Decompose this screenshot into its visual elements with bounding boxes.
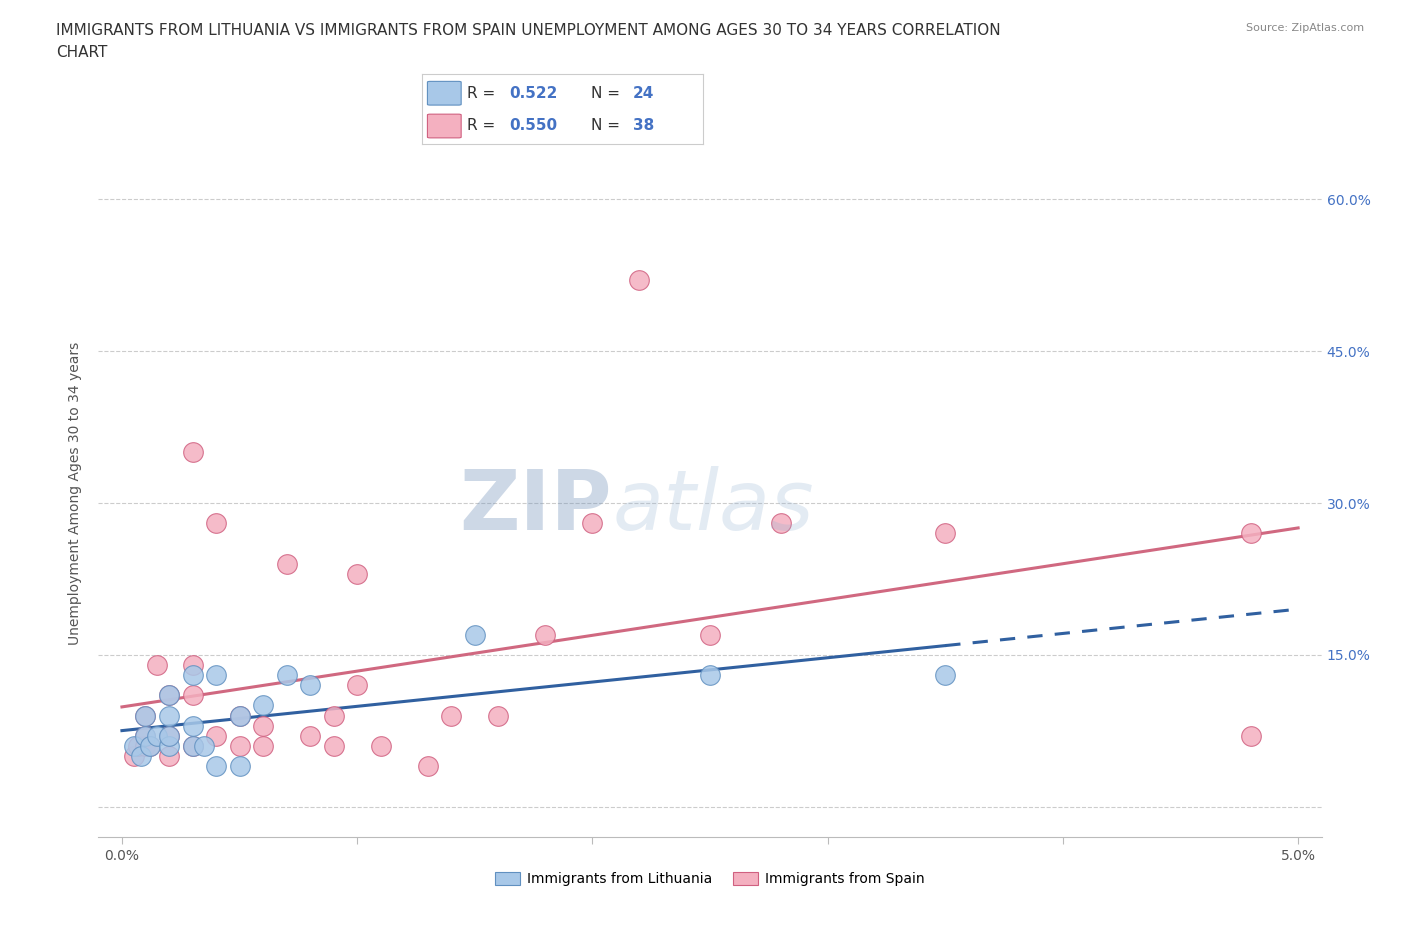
- Point: [299, 678, 322, 693]
- Point: [276, 556, 298, 571]
- Point: [699, 627, 721, 642]
- Point: [157, 688, 180, 703]
- Point: [276, 668, 298, 683]
- Point: [157, 749, 180, 764]
- Point: [934, 668, 956, 683]
- Point: [157, 688, 180, 703]
- Point: [1240, 526, 1263, 541]
- Point: [181, 688, 204, 703]
- Point: [122, 738, 145, 753]
- Point: [146, 658, 169, 672]
- Text: R =: R =: [467, 86, 501, 100]
- Point: [205, 668, 228, 683]
- Text: 0.550: 0.550: [509, 118, 557, 133]
- Point: [228, 759, 250, 774]
- Text: 0.522: 0.522: [509, 86, 557, 100]
- Point: [134, 738, 156, 753]
- Text: atlas: atlas: [612, 466, 814, 547]
- Text: CHART: CHART: [56, 45, 108, 60]
- Point: [769, 516, 792, 531]
- FancyBboxPatch shape: [427, 114, 461, 138]
- Point: [322, 708, 344, 723]
- Point: [193, 738, 215, 753]
- Point: [416, 759, 439, 774]
- Point: [322, 738, 344, 753]
- Point: [181, 658, 204, 672]
- Point: [205, 759, 228, 774]
- Point: [157, 728, 180, 743]
- Point: [370, 738, 392, 753]
- Point: [181, 668, 204, 683]
- Point: [146, 728, 169, 743]
- Point: [486, 708, 509, 723]
- Point: [181, 445, 204, 459]
- Point: [534, 627, 557, 642]
- Point: [122, 749, 145, 764]
- Point: [139, 738, 162, 753]
- Point: [157, 728, 180, 743]
- Point: [346, 678, 368, 693]
- Point: [346, 566, 368, 581]
- Text: R =: R =: [467, 118, 501, 133]
- Point: [134, 728, 156, 743]
- Point: [134, 708, 156, 723]
- Point: [139, 738, 162, 753]
- Point: [181, 718, 204, 733]
- Point: [464, 627, 486, 642]
- Text: IMMIGRANTS FROM LITHUANIA VS IMMIGRANTS FROM SPAIN UNEMPLOYMENT AMONG AGES 30 TO: IMMIGRANTS FROM LITHUANIA VS IMMIGRANTS …: [56, 23, 1001, 38]
- Point: [581, 516, 603, 531]
- Point: [699, 668, 721, 683]
- Point: [157, 738, 180, 753]
- Text: ZIP: ZIP: [460, 466, 612, 547]
- Point: [157, 708, 180, 723]
- Point: [129, 749, 152, 764]
- Text: 38: 38: [633, 118, 654, 133]
- Point: [205, 728, 228, 743]
- Point: [252, 738, 274, 753]
- Point: [252, 718, 274, 733]
- Point: [1240, 728, 1263, 743]
- Point: [252, 698, 274, 713]
- Point: [440, 708, 463, 723]
- Point: [228, 738, 250, 753]
- Text: Source: ZipAtlas.com: Source: ZipAtlas.com: [1246, 23, 1364, 33]
- Text: N =: N =: [591, 118, 624, 133]
- Point: [299, 728, 322, 743]
- Point: [228, 708, 250, 723]
- Point: [205, 516, 228, 531]
- Point: [134, 708, 156, 723]
- Legend: Immigrants from Lithuania, Immigrants from Spain: Immigrants from Lithuania, Immigrants fr…: [489, 867, 931, 892]
- Y-axis label: Unemployment Among Ages 30 to 34 years: Unemployment Among Ages 30 to 34 years: [69, 341, 83, 644]
- Text: N =: N =: [591, 86, 624, 100]
- Point: [628, 272, 651, 287]
- Point: [181, 738, 204, 753]
- Text: 24: 24: [633, 86, 654, 100]
- Point: [934, 526, 956, 541]
- Point: [181, 738, 204, 753]
- Point: [127, 738, 149, 753]
- Point: [228, 708, 250, 723]
- FancyBboxPatch shape: [427, 82, 461, 105]
- Point: [134, 728, 156, 743]
